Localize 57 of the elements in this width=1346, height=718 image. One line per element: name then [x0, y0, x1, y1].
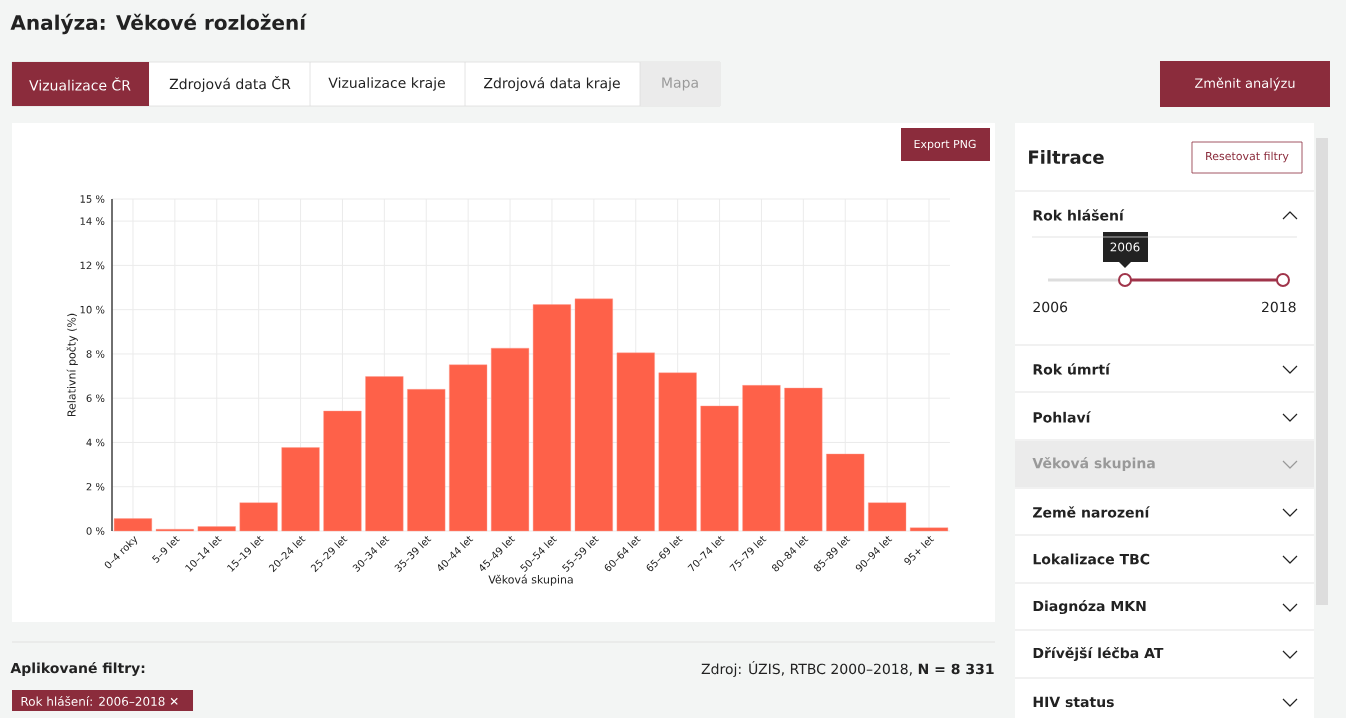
text: Vizualizace kraje [328, 77, 445, 91]
x-tick-label: 5–9 let [151, 536, 181, 563]
text: Lokalizace TBC [1033, 553, 1150, 565]
bar [239, 502, 278, 532]
text: Země narození [1033, 506, 1150, 518]
text: Změnit analýzu [1195, 77, 1295, 91]
text: Dřívější léčba AT [1033, 646, 1164, 662]
text: Věková skupina [1032, 456, 1155, 472]
y-tick-label: 15 % [80, 195, 105, 203]
text: Resetovat filtry [1206, 151, 1289, 163]
text: Rok úmrtí [1033, 363, 1111, 375]
text: Vizualizace ČR [29, 77, 131, 91]
y-tick-label: 10 % [80, 305, 105, 314]
x-tick-label: 95+ let [904, 536, 935, 566]
text: Diagnóza MKN [1033, 599, 1146, 615]
y-tick-label: 0 % [86, 527, 105, 535]
x-axis-title: Věková skupina [488, 574, 573, 586]
bar [113, 518, 153, 532]
bar [909, 527, 949, 532]
text: Zdroj: ÚZIS, RTBC 2000–2018, N = 8 331 [701, 661, 994, 677]
y-tick-label: 2 % [86, 482, 105, 491]
y-tick-label: 6 % [86, 394, 105, 402]
bar [490, 347, 530, 532]
bar [742, 385, 781, 532]
text: Mapa [662, 77, 698, 91]
y-axis-title: Relativní počty (%) [66, 313, 78, 417]
bar [826, 453, 865, 532]
bar [574, 298, 613, 532]
bar [658, 372, 697, 532]
text: Filtrace [1029, 150, 1104, 164]
bar [323, 410, 362, 532]
bar [281, 447, 320, 532]
bar [616, 352, 655, 532]
bar [449, 364, 488, 532]
bar [197, 526, 236, 532]
text: Pohlaví [1033, 411, 1092, 423]
bar [365, 376, 404, 532]
y-tick-label: 4 % [86, 438, 105, 447]
text: Rok hlášení: 2006–2018 ✕ [21, 696, 178, 706]
text: Aplikované filtry: [10, 661, 145, 677]
chart-title: Analýza: Věkové rozložení [10, 13, 307, 35]
text: Export PNG [914, 139, 976, 151]
text: 2018 [1262, 301, 1296, 313]
bar [407, 389, 446, 532]
text: Zdrojová data ČR [169, 76, 291, 92]
text: HIV status [1033, 696, 1114, 708]
bar [868, 502, 907, 532]
y-tick-label: 8 % [86, 350, 105, 358]
y-tick-label: 14 % [80, 217, 105, 225]
y-tick-label: 12 % [80, 261, 105, 270]
bar [700, 405, 739, 532]
bar [532, 304, 571, 532]
text: Rok hlášení [1033, 209, 1125, 221]
text: 2006 [1110, 242, 1140, 252]
text: Zdrojová data kraje [484, 76, 620, 92]
text: 2006 [1033, 301, 1068, 313]
bar [784, 387, 823, 532]
